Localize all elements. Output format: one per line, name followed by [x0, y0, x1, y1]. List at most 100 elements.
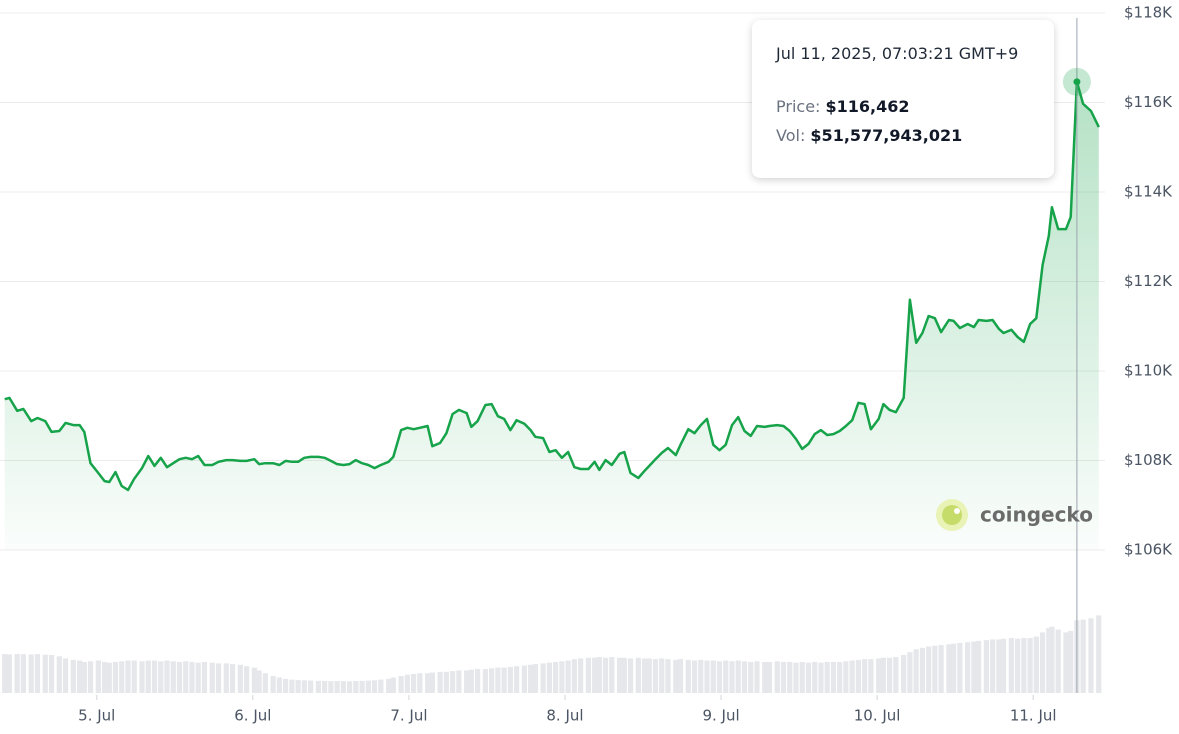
volume-bar — [95, 660, 101, 693]
volume-bar — [723, 660, 729, 693]
volume-bar — [855, 659, 862, 693]
volume-bar — [6, 654, 12, 693]
volume-bar — [34, 654, 41, 693]
volume-bar — [398, 676, 404, 693]
x-tick-label: 9. Jul — [702, 707, 739, 725]
volume-bar — [602, 657, 609, 693]
volume-bar — [691, 660, 698, 693]
volume-bar — [301, 680, 307, 693]
volume-bar — [283, 678, 289, 693]
volume-bar — [971, 641, 977, 693]
volume-bar — [390, 677, 396, 693]
y-tick-label: $108K — [1124, 451, 1173, 469]
volume-bar — [1049, 626, 1055, 693]
volume-bar — [762, 661, 768, 693]
volume-bar — [528, 664, 534, 693]
volume-bar — [87, 661, 94, 693]
volume-bar — [677, 659, 684, 693]
volume-bar — [1014, 638, 1021, 693]
volume-bar — [2, 654, 8, 693]
volume-bar — [818, 662, 824, 693]
volume-bar — [698, 659, 704, 693]
volume-bar — [975, 640, 982, 693]
volume-bar — [901, 654, 907, 693]
volume-bar — [262, 673, 268, 693]
volume-bar — [862, 659, 868, 693]
volume-bar — [209, 662, 215, 693]
volume-bar — [741, 661, 748, 693]
volume-bar — [315, 680, 321, 693]
volume-bar — [158, 661, 164, 693]
volume-bar — [410, 673, 417, 693]
volume-bar — [830, 661, 837, 693]
volume-bar — [1000, 638, 1007, 693]
volume-bar — [119, 661, 125, 693]
volume-bar — [621, 657, 627, 693]
volume-bar — [780, 661, 787, 693]
volume-bar — [665, 659, 671, 693]
volume-bar — [609, 657, 615, 693]
watermark-text: coingecko — [980, 503, 1093, 527]
volume-bar — [164, 660, 170, 693]
y-tick-label: $118K — [1124, 4, 1173, 22]
volume-bar — [443, 671, 449, 693]
volume-bar — [868, 659, 874, 693]
volume-bar — [145, 660, 151, 693]
volume-bar — [710, 660, 716, 693]
volume-bar — [474, 669, 481, 693]
volume-bar — [62, 658, 69, 693]
x-tick-label: 11. Jul — [1010, 707, 1057, 725]
volume-bar — [957, 642, 963, 693]
price-line — [4, 80, 1100, 492]
volume-bar — [893, 657, 899, 693]
volume-bar — [295, 680, 301, 693]
x-tick-label: 8. Jul — [546, 707, 583, 725]
volume-bar — [429, 672, 435, 693]
volume-bar — [359, 680, 365, 693]
volume-bar — [990, 639, 996, 693]
volume-bar — [983, 640, 989, 693]
y-tick-label: $110K — [1124, 362, 1173, 380]
volume-bar — [270, 676, 276, 693]
volume-bar — [201, 661, 208, 693]
volume-bar — [243, 666, 250, 693]
volume-bar — [1068, 630, 1074, 693]
volume-bar — [353, 681, 359, 693]
axes: $106K $108K $110K $112K $114K $116K $118K 5. Ju… — [78, 4, 1173, 725]
volume-bar — [365, 680, 371, 693]
volume-bar — [913, 649, 919, 693]
volume-bar — [386, 678, 392, 693]
volume-bar — [437, 671, 443, 693]
volume-bar — [932, 645, 938, 693]
volume-bar — [20, 654, 27, 693]
volume-bar — [1008, 638, 1014, 693]
volume-bar — [176, 661, 183, 693]
volume-bar — [1021, 638, 1027, 693]
volume-bar — [468, 669, 474, 693]
volume-bar — [371, 680, 378, 693]
volume-bar — [571, 659, 577, 693]
volume-bar — [183, 661, 189, 693]
volume-bar — [793, 662, 799, 693]
volume-bar — [42, 654, 48, 693]
watermark: coingecko — [936, 499, 1093, 531]
volume-bar — [641, 658, 648, 693]
volume-bar — [596, 657, 602, 693]
volume-bar — [482, 669, 488, 693]
price-area — [4, 81, 1099, 551]
volume-bar — [592, 657, 598, 693]
volume-bar — [48, 654, 55, 693]
volume-bar — [646, 658, 652, 693]
volume-bar — [151, 660, 158, 693]
volume-bar — [880, 657, 886, 693]
volume-bar — [1055, 629, 1061, 693]
x-tick-label: 6. Jul — [234, 707, 271, 725]
volume-bar — [729, 661, 735, 693]
volume-bar — [919, 647, 925, 693]
tooltip: Jul 11, 2025, 07:03:21 GMT+9 Price: $116… — [752, 20, 1054, 178]
volume-bar — [843, 661, 849, 693]
volume-bar — [754, 661, 760, 693]
y-tick-label: $116K — [1124, 93, 1173, 111]
volume-bar — [1027, 638, 1033, 693]
